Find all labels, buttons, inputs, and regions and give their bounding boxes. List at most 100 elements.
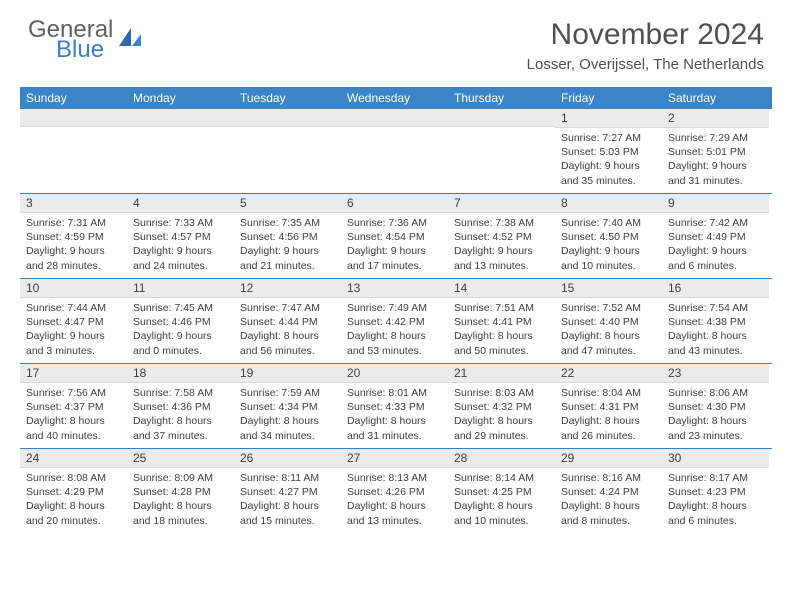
sunset-text: Sunset: 4:31 PM: [561, 400, 656, 414]
day-cell: [127, 109, 234, 193]
day-details: Sunrise: 7:45 AMSunset: 4:46 PMDaylight:…: [127, 298, 234, 362]
day-details: Sunrise: 7:51 AMSunset: 4:41 PMDaylight:…: [448, 298, 555, 362]
daylight-text: Daylight: 8 hours and 31 minutes.: [347, 414, 442, 442]
daylight-text: Daylight: 8 hours and 29 minutes.: [454, 414, 549, 442]
week-row: 24Sunrise: 8:08 AMSunset: 4:29 PMDayligh…: [20, 448, 772, 533]
sunset-text: Sunset: 5:01 PM: [668, 145, 763, 159]
day-number: 6: [341, 194, 448, 213]
day-cell: 10Sunrise: 7:44 AMSunset: 4:47 PMDayligh…: [20, 279, 127, 363]
day-cell: 12Sunrise: 7:47 AMSunset: 4:44 PMDayligh…: [234, 279, 341, 363]
sunset-text: Sunset: 4:52 PM: [454, 230, 549, 244]
day-number: 14: [448, 279, 555, 298]
day-number: 13: [341, 279, 448, 298]
day-cell: 13Sunrise: 7:49 AMSunset: 4:42 PMDayligh…: [341, 279, 448, 363]
sunset-text: Sunset: 4:40 PM: [561, 315, 656, 329]
day-details: Sunrise: 7:35 AMSunset: 4:56 PMDaylight:…: [234, 213, 341, 277]
day-details: Sunrise: 8:08 AMSunset: 4:29 PMDaylight:…: [20, 468, 127, 532]
sunrise-text: Sunrise: 8:04 AM: [561, 386, 656, 400]
daylight-text: Daylight: 9 hours and 24 minutes.: [133, 244, 228, 272]
day-details: Sunrise: 7:47 AMSunset: 4:44 PMDaylight:…: [234, 298, 341, 362]
daylight-text: Daylight: 8 hours and 47 minutes.: [561, 329, 656, 357]
day-cell: 6Sunrise: 7:36 AMSunset: 4:54 PMDaylight…: [341, 194, 448, 278]
week-row: 10Sunrise: 7:44 AMSunset: 4:47 PMDayligh…: [20, 278, 772, 363]
week-row: 17Sunrise: 7:56 AMSunset: 4:37 PMDayligh…: [20, 363, 772, 448]
day-cell: 7 Sunrise: 7:38 AMSunset: 4:52 PMDaylight…: [448, 194, 555, 278]
sunrise-text: Sunrise: 7:35 AM: [240, 216, 335, 230]
sunrise-text: Sunrise: 7:58 AM: [133, 386, 228, 400]
day-number: 21: [448, 364, 555, 383]
sunset-text: Sunset: 4:50 PM: [561, 230, 656, 244]
day-details: Sunrise: 8:13 AMSunset: 4:26 PMDaylight:…: [341, 468, 448, 532]
day-number: 20: [341, 364, 448, 383]
sunrise-text: Sunrise: 7:49 AM: [347, 301, 442, 315]
daylight-text: Daylight: 8 hours and 13 minutes.: [347, 499, 442, 527]
day-cell: 5Sunrise: 7:35 AMSunset: 4:56 PMDaylight…: [234, 194, 341, 278]
daylight-text: Daylight: 8 hours and 40 minutes.: [26, 414, 121, 442]
sunset-text: Sunset: 5:03 PM: [561, 145, 656, 159]
sunset-text: Sunset: 4:34 PM: [240, 400, 335, 414]
day-details: Sunrise: 8:01 AMSunset: 4:33 PMDaylight:…: [341, 383, 448, 447]
day-number: 23: [662, 364, 769, 383]
sunset-text: Sunset: 4:27 PM: [240, 485, 335, 499]
day-number: 4: [127, 194, 234, 213]
daylight-text: Daylight: 8 hours and 43 minutes.: [668, 329, 763, 357]
sunrise-text: Sunrise: 7:33 AM: [133, 216, 228, 230]
day-details: Sunrise: 7:54 AMSunset: 4:38 PMDaylight:…: [662, 298, 769, 362]
weekday-header: Thursday: [448, 87, 555, 109]
weekday-header-row: Sunday Monday Tuesday Wednesday Thursday…: [20, 87, 772, 109]
day-details: Sunrise: 8:04 AMSunset: 4:31 PMDaylight:…: [555, 383, 662, 447]
title-block: November 2024 Losser, Overijssel, The Ne…: [527, 18, 764, 73]
day-number: 29: [555, 449, 662, 468]
sunset-text: Sunset: 4:33 PM: [347, 400, 442, 414]
day-number: 18: [127, 364, 234, 383]
day-cell: 11Sunrise: 7:45 AMSunset: 4:46 PMDayligh…: [127, 279, 234, 363]
sunset-text: Sunset: 4:30 PM: [668, 400, 763, 414]
day-cell: 24Sunrise: 8:08 AMSunset: 4:29 PMDayligh…: [20, 449, 127, 533]
day-cell: [234, 109, 341, 193]
daylight-text: Daylight: 8 hours and 23 minutes.: [668, 414, 763, 442]
day-details: Sunrise: 7:44 AMSunset: 4:47 PMDaylight:…: [20, 298, 127, 362]
day-cell: 3Sunrise: 7:31 AMSunset: 4:59 PMDaylight…: [20, 194, 127, 278]
day-cell: 18Sunrise: 7:58 AMSunset: 4:36 PMDayligh…: [127, 364, 234, 448]
daylight-text: Daylight: 8 hours and 37 minutes.: [133, 414, 228, 442]
day-number: 17: [20, 364, 127, 383]
daylight-text: Daylight: 8 hours and 15 minutes.: [240, 499, 335, 527]
sunset-text: Sunset: 4:24 PM: [561, 485, 656, 499]
day-cell: 9Sunrise: 7:42 AMSunset: 4:49 PMDaylight…: [662, 194, 769, 278]
sunrise-text: Sunrise: 8:06 AM: [668, 386, 763, 400]
day-number: 7: [448, 194, 555, 213]
day-details: Sunrise: 7:49 AMSunset: 4:42 PMDaylight:…: [341, 298, 448, 362]
daylight-text: Daylight: 8 hours and 10 minutes.: [454, 499, 549, 527]
day-details: Sunrise: 7:40 AMSunset: 4:50 PMDaylight:…: [555, 213, 662, 277]
day-number: 22: [555, 364, 662, 383]
daylight-text: Daylight: 9 hours and 13 minutes.: [454, 244, 549, 272]
day-cell: 29Sunrise: 8:16 AMSunset: 4:24 PMDayligh…: [555, 449, 662, 533]
day-number: 19: [234, 364, 341, 383]
day-details: Sunrise: 7:58 AMSunset: 4:36 PMDaylight:…: [127, 383, 234, 447]
day-details: Sunrise: 8:06 AMSunset: 4:30 PMDaylight:…: [662, 383, 769, 447]
day-cell: 4Sunrise: 7:33 AMSunset: 4:57 PMDaylight…: [127, 194, 234, 278]
day-number: 26: [234, 449, 341, 468]
day-cell: 2Sunrise: 7:29 AMSunset: 5:01 PMDaylight…: [662, 109, 769, 193]
weekday-header: Wednesday: [341, 87, 448, 109]
week-row: 1Sunrise: 7:27 AMSunset: 5:03 PMDaylight…: [20, 109, 772, 193]
day-number: [341, 109, 448, 127]
day-number: 9: [662, 194, 769, 213]
daylight-text: Daylight: 8 hours and 6 minutes.: [668, 499, 763, 527]
day-cell: 19Sunrise: 7:59 AMSunset: 4:34 PMDayligh…: [234, 364, 341, 448]
weekday-header: Sunday: [20, 87, 127, 109]
sunrise-text: Sunrise: 7:45 AM: [133, 301, 228, 315]
day-details: Sunrise: 7:29 AMSunset: 5:01 PMDaylight:…: [662, 128, 769, 192]
daylight-text: Daylight: 9 hours and 17 minutes.: [347, 244, 442, 272]
day-cell: 16Sunrise: 7:54 AMSunset: 4:38 PMDayligh…: [662, 279, 769, 363]
day-number: 10: [20, 279, 127, 298]
sunset-text: Sunset: 4:41 PM: [454, 315, 549, 329]
day-cell: 25Sunrise: 8:09 AMSunset: 4:28 PMDayligh…: [127, 449, 234, 533]
sunrise-text: Sunrise: 8:14 AM: [454, 471, 549, 485]
sunset-text: Sunset: 4:47 PM: [26, 315, 121, 329]
sunset-text: Sunset: 4:46 PM: [133, 315, 228, 329]
sunset-text: Sunset: 4:26 PM: [347, 485, 442, 499]
brand-logo: General Blue: [28, 18, 143, 62]
sunrise-text: Sunrise: 7:38 AM: [454, 216, 549, 230]
day-details: Sunrise: 7:31 AMSunset: 4:59 PMDaylight:…: [20, 213, 127, 277]
